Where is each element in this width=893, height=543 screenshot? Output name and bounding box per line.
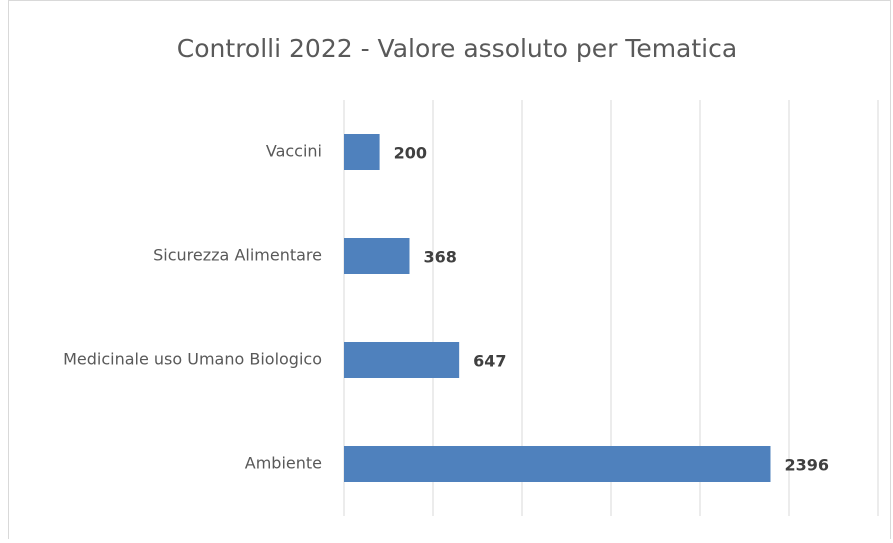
value-label: 2396 [784,456,829,475]
chart-title: Controlli 2022 - Valore assoluto per Tem… [177,34,737,63]
value-label: 368 [424,248,457,267]
y-tick-label: Medicinale uso Umano Biologico [63,350,322,369]
value-label: 200 [394,144,427,163]
y-tick-label: Sicurezza Alimentare [153,246,322,265]
bar [344,342,460,378]
y-tick-label: Ambiente [245,454,322,473]
value-label: 647 [473,352,506,371]
bar [344,446,771,482]
bar [344,134,380,170]
bar [344,238,410,274]
y-tick-label: Vaccini [266,142,322,161]
